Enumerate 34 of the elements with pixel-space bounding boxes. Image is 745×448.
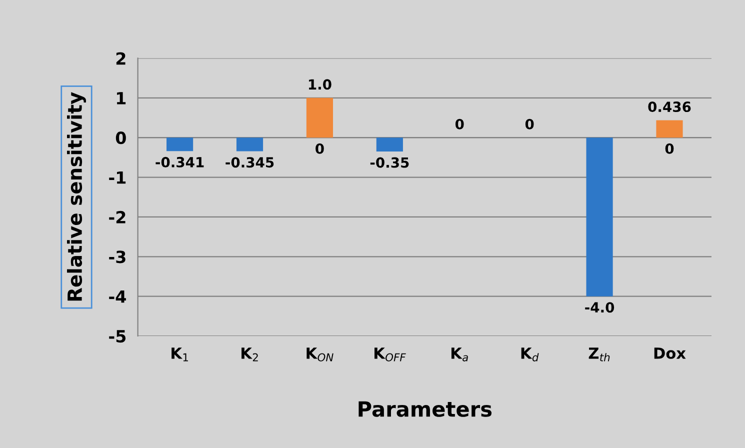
data-label: 0 (525, 118, 534, 130)
y-tick-label: 0 (116, 132, 126, 144)
x-tick-label: K$_{a}$ (451, 348, 468, 362)
bar (306, 98, 334, 138)
x-axis-title: Parameters (358, 401, 492, 417)
x-tick-label: K$_{ON}$ (306, 348, 334, 362)
y-tick-label: -5 (109, 330, 126, 343)
data-label: 0 (316, 143, 324, 154)
bar (236, 138, 264, 152)
y-tick-label: -3 (109, 250, 126, 264)
data-label: 0 (665, 143, 674, 154)
y-tick-label: -1 (109, 171, 126, 184)
x-tick-label: K$_{1}$ (172, 348, 188, 362)
x-tick-label: K$_{2}$ (242, 348, 258, 362)
y-tick-label: 2 (116, 52, 126, 65)
x-tick-label: Dox (654, 348, 686, 359)
x-tick-label: Z$_{th}$ (588, 348, 610, 362)
data-label: 0.436 (648, 102, 691, 112)
bar (376, 138, 403, 152)
y-axis-title: Relative sensitivity (67, 92, 86, 301)
bar (656, 120, 683, 138)
data-label: 0 (455, 118, 464, 130)
data-label: -4.0 (585, 302, 614, 313)
data-label: -0.35 (370, 157, 409, 168)
x-tick-label: K$_{d}$ (521, 348, 539, 362)
bar (586, 138, 613, 296)
x-tick-label: K$_{OFF}$ (374, 348, 406, 362)
y-tick-label: -4 (109, 290, 126, 303)
data-label: 1.0 (308, 79, 332, 90)
y-tick-label: -2 (109, 210, 126, 224)
data-label: -0.345 (226, 157, 274, 168)
data-label: -0.341 (156, 156, 204, 168)
bar (166, 138, 194, 152)
y-tick-label: 1 (117, 92, 126, 104)
